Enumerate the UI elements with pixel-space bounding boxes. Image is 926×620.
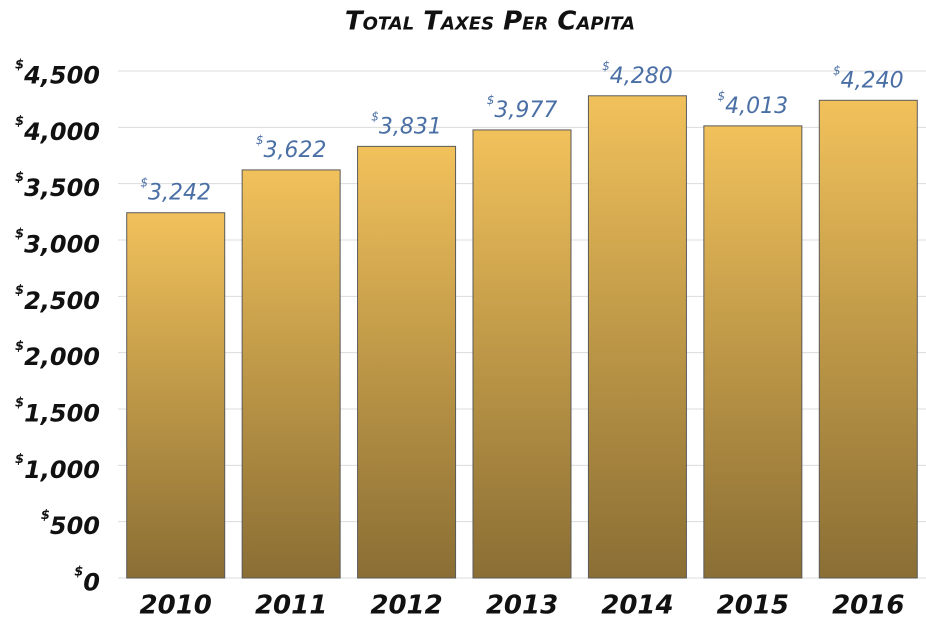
y-tick-label: $1,500	[15, 395, 100, 428]
x-tick-label: 2011	[255, 591, 327, 620]
x-tick-label: 2015	[717, 591, 789, 620]
data-label: $3,831	[371, 109, 442, 139]
bar	[472, 129, 572, 579]
bar	[126, 212, 226, 579]
x-tick-label: 2014	[601, 591, 673, 620]
y-tick-label: $500	[41, 508, 100, 541]
data-label: $3,977	[487, 92, 558, 123]
bar	[703, 125, 803, 579]
y-tick-label: $4,000	[15, 113, 100, 146]
x-tick-label: 2010	[140, 591, 212, 620]
y-tick-label: $2,500	[15, 282, 100, 315]
bar	[241, 169, 341, 579]
y-tick-label: $1,000	[15, 451, 100, 484]
y-tick-label: $3,500	[15, 170, 100, 203]
x-tick-label: 2013	[486, 591, 558, 620]
y-tick-label: $2,000	[15, 339, 100, 372]
data-label: $3,622	[256, 132, 327, 163]
x-tick-label: 2012	[370, 591, 442, 620]
y-tick-label: $3,000	[15, 226, 100, 259]
bar	[587, 95, 687, 579]
chart-title: Total Taxes Per Capita	[345, 7, 635, 37]
data-label: $4,280	[602, 58, 673, 89]
y-tick-label: $4,500	[15, 57, 100, 90]
bar	[818, 99, 918, 579]
y-tick-label: $0	[74, 564, 100, 597]
data-label: $4,013	[718, 88, 789, 119]
data-label: $4,240	[833, 63, 904, 94]
data-label: $3,242	[140, 175, 211, 206]
x-tick-label: 2016	[832, 591, 904, 620]
bar	[357, 145, 457, 579]
